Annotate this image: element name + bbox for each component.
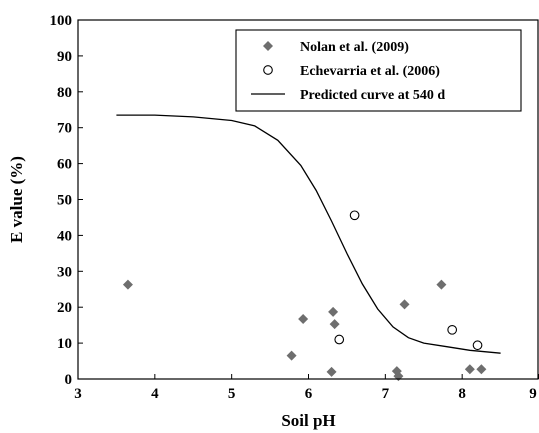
nolan-data-point bbox=[464, 364, 475, 375]
nolan-data-point bbox=[328, 306, 339, 317]
nolan-data-point bbox=[476, 364, 487, 375]
echevarria-data-point bbox=[447, 324, 458, 335]
x-tick-label: 8 bbox=[458, 386, 466, 402]
plot-area bbox=[116, 114, 501, 382]
legend-box bbox=[235, 29, 522, 112]
y-tick-label: 40 bbox=[57, 228, 72, 244]
y-tick-label: 100 bbox=[50, 13, 73, 29]
legend-entry-label: Nolan et al. (2009) bbox=[300, 40, 409, 55]
legend-diamond-marker bbox=[263, 41, 273, 51]
y-tick-label: 60 bbox=[57, 157, 72, 173]
nolan-data-point bbox=[298, 314, 309, 325]
y-tick-label: 10 bbox=[57, 336, 72, 352]
y-tick-label: 90 bbox=[57, 49, 72, 65]
echevarria-data-point bbox=[334, 334, 345, 345]
echevarria-data-point bbox=[349, 210, 360, 221]
y-tick-label: 0 bbox=[65, 372, 73, 388]
x-tick-label: 6 bbox=[305, 386, 313, 402]
y-tick-label: 70 bbox=[57, 121, 72, 137]
legend-entry-label: Echevarria et al. (2006) bbox=[300, 64, 440, 79]
nolan-data-point bbox=[286, 350, 297, 361]
y-axis-label: E value (%) bbox=[7, 156, 26, 243]
y-tick-label: 50 bbox=[57, 193, 72, 209]
y-tick-label: 80 bbox=[57, 85, 72, 101]
x-tick-label: 7 bbox=[382, 386, 390, 402]
x-tick-label: 4 bbox=[151, 386, 159, 402]
y-tick-label: 30 bbox=[57, 264, 72, 280]
x-tick-label: 9 bbox=[529, 386, 537, 402]
x-axis-label: Soil pH bbox=[281, 411, 335, 430]
predicted-curve-line bbox=[116, 114, 501, 354]
legend: Nolan et al. (2009) Echevarria et al. (20… bbox=[235, 29, 522, 112]
x-tick-label: 3 bbox=[74, 386, 82, 402]
nolan-data-point bbox=[326, 366, 337, 377]
nolan-data-point bbox=[399, 299, 410, 310]
legend-entry-label: Predicted curve at 540 d bbox=[300, 88, 445, 103]
nolan-data-point bbox=[122, 279, 133, 290]
x-tick-label: 5 bbox=[228, 386, 236, 402]
nolan-data-point bbox=[436, 279, 447, 290]
nolan-data-point bbox=[329, 319, 340, 330]
legend-circle-marker bbox=[263, 65, 273, 75]
y-tick-label: 20 bbox=[57, 300, 72, 316]
echevarria-data-point bbox=[472, 340, 483, 351]
